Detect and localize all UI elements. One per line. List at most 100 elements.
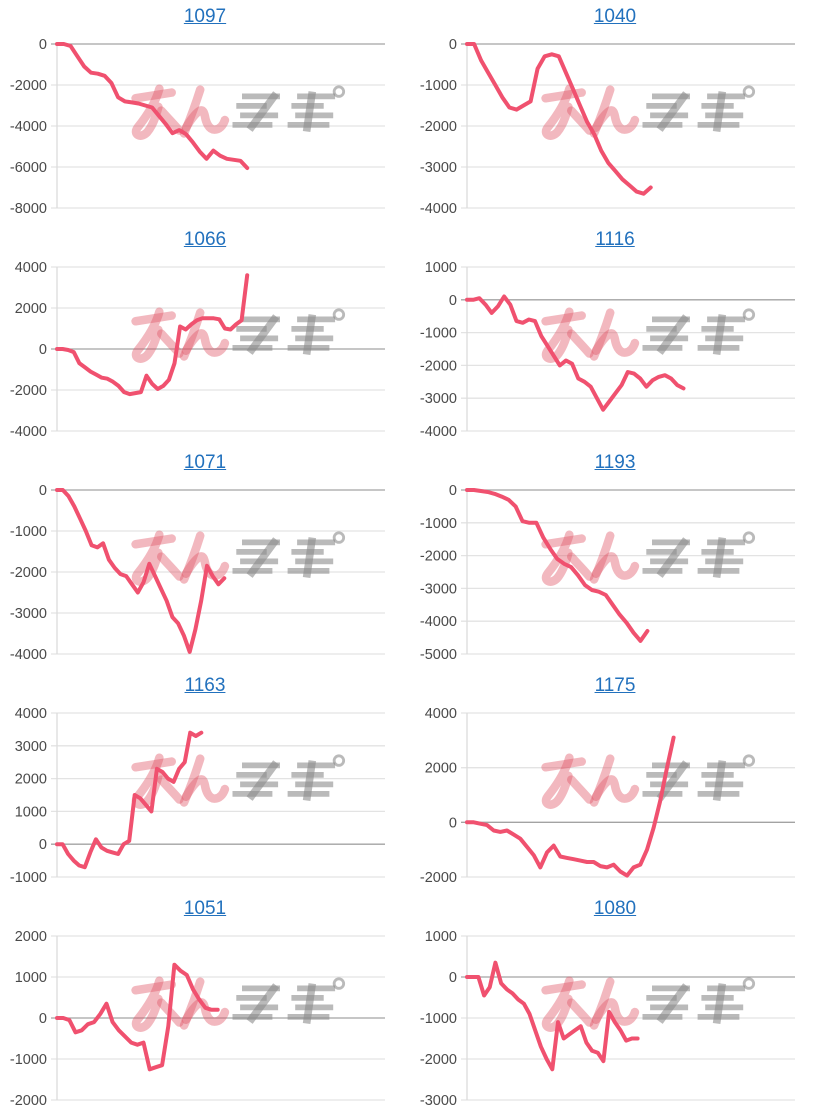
watermark xyxy=(136,756,344,805)
y-axis-label: -5000 xyxy=(420,647,457,663)
y-axis-label: -2000 xyxy=(420,1052,457,1068)
y-axis-label: -1000 xyxy=(10,870,47,886)
series-line xyxy=(55,730,204,870)
y-axis-label: -2000 xyxy=(10,383,47,399)
y-axis-label: -3000 xyxy=(420,160,457,176)
chart-title-row: 1163 xyxy=(0,675,410,697)
y-axis-label: -4000 xyxy=(10,119,47,135)
line-chart: 4000 3000 2000 1000 0 -1000 xyxy=(10,706,385,886)
y-axis-label: 1000 xyxy=(15,970,47,986)
y-axis-label: -3000 xyxy=(10,606,47,622)
line-chart: 0 -2000 -4000 -6000 -8000 xyxy=(10,37,385,217)
chart-title-link[interactable]: 1163 xyxy=(184,675,226,696)
series-line xyxy=(465,960,640,1072)
y-axis-label: 1000 xyxy=(425,260,457,276)
watermark xyxy=(546,979,754,1028)
y-axis-label: 0 xyxy=(449,483,457,499)
line-chart: 0 -1000 -2000 -3000 -4000 xyxy=(420,37,795,217)
y-axis-label: -2000 xyxy=(420,870,457,886)
watermark xyxy=(136,979,344,1028)
y-axis-label: 0 xyxy=(39,1011,47,1027)
chart-cell: 1175 4000 2000 0 -2000 xyxy=(410,669,820,892)
chart-cell: 1193 0 -1000 -2000 -3000 -4000 -5000 xyxy=(410,446,820,669)
chart-title-link[interactable]: 1193 xyxy=(594,452,636,473)
y-axis-label: -2000 xyxy=(10,78,47,94)
y-axis-label: -1000 xyxy=(420,326,457,342)
chart-cell: 1051 2000 1000 0 -1000 -2000 xyxy=(0,892,410,1115)
chart-cell: 1066 4000 2000 0 -2000 -4000 xyxy=(0,223,410,446)
y-axis-label: 0 xyxy=(39,342,47,358)
series-line xyxy=(55,962,220,1072)
watermark xyxy=(546,756,754,805)
y-axis-label: -1000 xyxy=(420,1011,457,1027)
series-line xyxy=(465,488,650,643)
chart-title-link[interactable]: 1066 xyxy=(183,229,227,250)
chart-title-row: 1040 xyxy=(410,6,820,28)
series-line xyxy=(465,735,676,878)
y-axis-label: 4000 xyxy=(15,706,47,722)
chart-title-link[interactable]: 1071 xyxy=(183,452,227,473)
chart-title-row: 1080 xyxy=(410,898,820,920)
chart-title-row: 1071 xyxy=(0,452,410,474)
series-line xyxy=(55,273,250,397)
y-axis-label: -4000 xyxy=(420,201,457,217)
line-chart: 2000 1000 0 -1000 -2000 xyxy=(10,929,385,1109)
chart-cell: 1097 0 -2000 -4000 -6000 -8000 xyxy=(0,0,410,223)
y-axis-label: -4000 xyxy=(420,614,457,630)
y-axis-label: -2000 xyxy=(10,565,47,581)
watermark xyxy=(546,310,754,359)
line-chart: 0 -1000 -2000 -3000 -4000 -5000 xyxy=(420,483,795,663)
chart-title-link[interactable]: 1080 xyxy=(593,898,637,919)
chart-cell: 1040 0 -1000 -2000 -3000 -4000 xyxy=(410,0,820,223)
chart-title-link[interactable]: 1040 xyxy=(593,6,637,27)
y-axis-label: 2000 xyxy=(425,761,457,777)
y-axis-label: 0 xyxy=(39,37,47,53)
line-chart: 0 -1000 -2000 -3000 -4000 xyxy=(10,483,385,663)
chart-title-row: 1175 xyxy=(410,675,820,697)
y-axis-label: 0 xyxy=(449,37,457,53)
y-axis-label: -8000 xyxy=(10,201,47,217)
y-axis-label: -1000 xyxy=(420,78,457,94)
y-axis-label: 0 xyxy=(449,293,457,309)
chart-title-link[interactable]: 1175 xyxy=(594,675,636,696)
y-axis-label: 4000 xyxy=(15,260,47,276)
y-axis-label: 0 xyxy=(39,483,47,499)
chart-title-row: 1116 xyxy=(410,229,820,251)
y-axis-label: 3000 xyxy=(15,739,47,755)
line-chart: 1000 0 -1000 -2000 -3000 xyxy=(420,929,795,1109)
y-axis-label: 0 xyxy=(449,815,457,831)
line-chart: 1000 0 -1000 -2000 -3000 -4000 xyxy=(420,260,795,440)
chart-cell: 1163 4000 3000 2000 1000 0 -1000 xyxy=(0,669,410,892)
chart-title-link[interactable]: 1116 xyxy=(595,229,635,250)
y-axis-label: -2000 xyxy=(420,119,457,135)
chart-title-row: 1066 xyxy=(0,229,410,251)
y-axis-label: -2000 xyxy=(10,1093,47,1109)
series-line xyxy=(465,42,653,196)
chart-cell: 1116 1000 0 -1000 -2000 -3000 -4000 xyxy=(410,223,820,446)
watermark xyxy=(136,533,344,582)
line-chart: 4000 2000 0 -2000 xyxy=(420,706,795,886)
y-axis-label: -4000 xyxy=(10,647,47,663)
y-axis-label: -1000 xyxy=(10,524,47,540)
series-line xyxy=(465,294,686,412)
y-axis-label: 2000 xyxy=(15,301,47,317)
series-line xyxy=(55,488,227,654)
y-axis-label: 0 xyxy=(449,970,457,986)
y-axis-label: -3000 xyxy=(420,581,457,597)
y-axis-label: 1000 xyxy=(15,804,47,820)
y-axis-label: 2000 xyxy=(15,772,47,788)
y-axis-label: -6000 xyxy=(10,160,47,176)
chart-title-link[interactable]: 1051 xyxy=(183,898,227,919)
chart-cell: 1071 0 -1000 -2000 -3000 -4000 xyxy=(0,446,410,669)
chart-title-row: 1051 xyxy=(0,898,410,920)
line-chart: 4000 2000 0 -2000 -4000 xyxy=(10,260,385,440)
series-line xyxy=(55,42,250,170)
y-axis-label: -3000 xyxy=(420,1093,457,1109)
y-axis-label: 0 xyxy=(39,837,47,853)
chart-title-row: 1193 xyxy=(410,452,820,474)
y-axis-label: -4000 xyxy=(420,424,457,440)
chart-title-link[interactable]: 1097 xyxy=(183,6,227,27)
y-axis-label: -1000 xyxy=(420,516,457,532)
y-axis-label: -1000 xyxy=(10,1052,47,1068)
